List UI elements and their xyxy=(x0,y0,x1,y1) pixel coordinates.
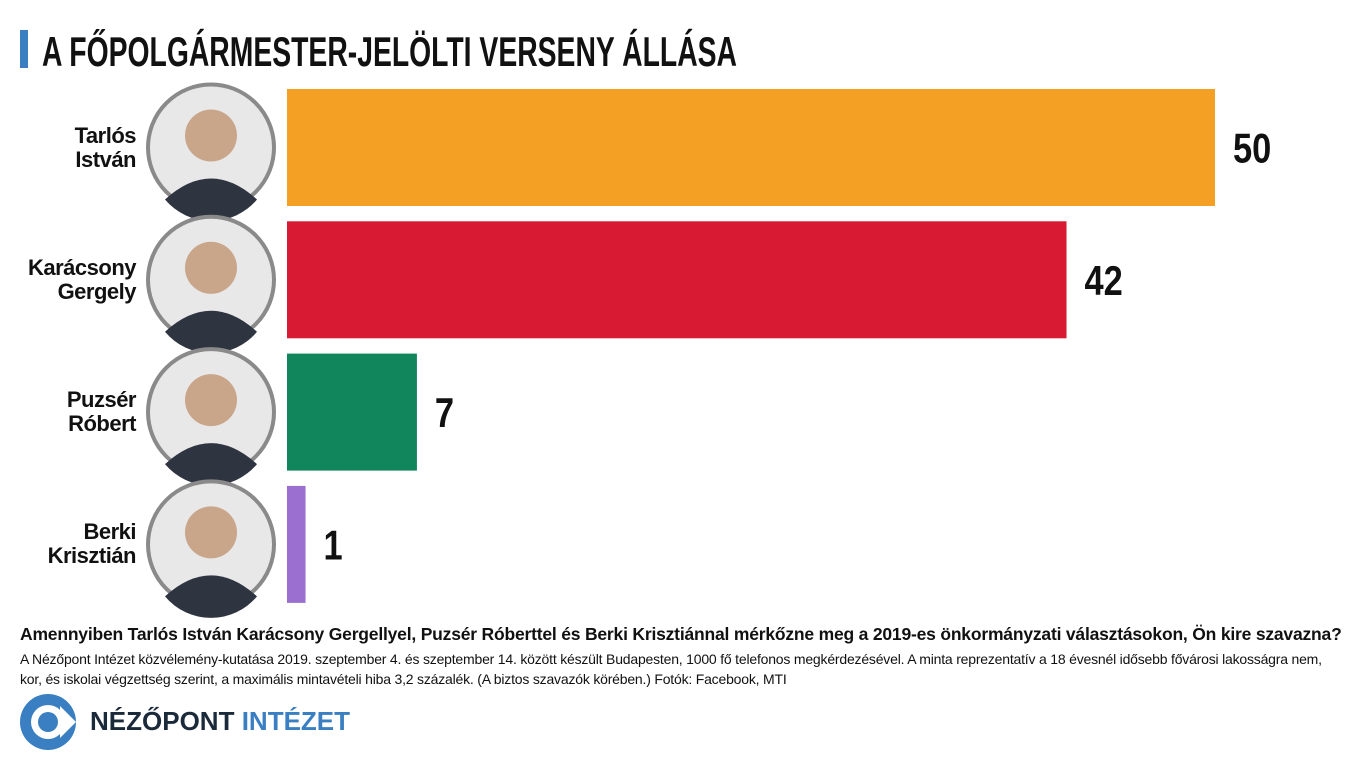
note: A Nézőpont Intézet közvélemény-kutatása … xyxy=(20,651,1322,687)
bar xyxy=(287,221,1067,339)
bar xyxy=(287,353,417,471)
photo-head xyxy=(185,374,237,427)
photo-body xyxy=(165,178,257,221)
photo-body xyxy=(165,310,257,354)
value-label: 42 xyxy=(1085,258,1123,305)
bar xyxy=(287,89,1215,206)
value-label: 7 xyxy=(435,390,454,437)
category-label: Tarlós István xyxy=(74,122,137,172)
category-label: Puzsér Róbert xyxy=(66,387,137,437)
value-label: 1 xyxy=(324,522,343,569)
category-label: Karácsony Gergely xyxy=(27,254,137,304)
title-accent xyxy=(20,30,28,68)
logo-name: NÉZŐPONT xyxy=(90,706,235,736)
logo-suffix: INTÉZET xyxy=(241,706,351,736)
photo-head xyxy=(185,109,237,162)
photo-head xyxy=(185,506,237,559)
category-label: Berki Krisztián xyxy=(47,519,137,569)
logo: NÉZŐPONT INTÉZET xyxy=(90,706,350,737)
logo-icon xyxy=(20,694,76,750)
question: Amennyiben Tarlós István Karácsony Gerge… xyxy=(20,624,1342,644)
value-label: 50 xyxy=(1233,125,1271,172)
photo-body xyxy=(165,443,257,486)
photo-body xyxy=(165,575,257,618)
chart-title: A FŐPOLGÁRMESTER-JELÖLTI VERSENY ÁLLÁSA xyxy=(42,28,737,75)
photo-head xyxy=(185,241,237,294)
bar xyxy=(287,485,306,603)
